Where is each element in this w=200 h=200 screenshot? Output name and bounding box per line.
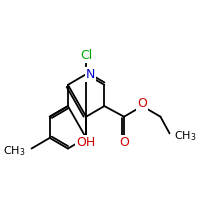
Text: O: O	[137, 97, 147, 110]
Text: Cl: Cl	[80, 49, 92, 62]
Text: OH: OH	[76, 136, 96, 149]
Text: O: O	[119, 136, 129, 149]
Text: CH$_3$: CH$_3$	[174, 130, 197, 143]
Text: N: N	[86, 68, 95, 81]
Text: CH$_3$: CH$_3$	[3, 145, 25, 158]
